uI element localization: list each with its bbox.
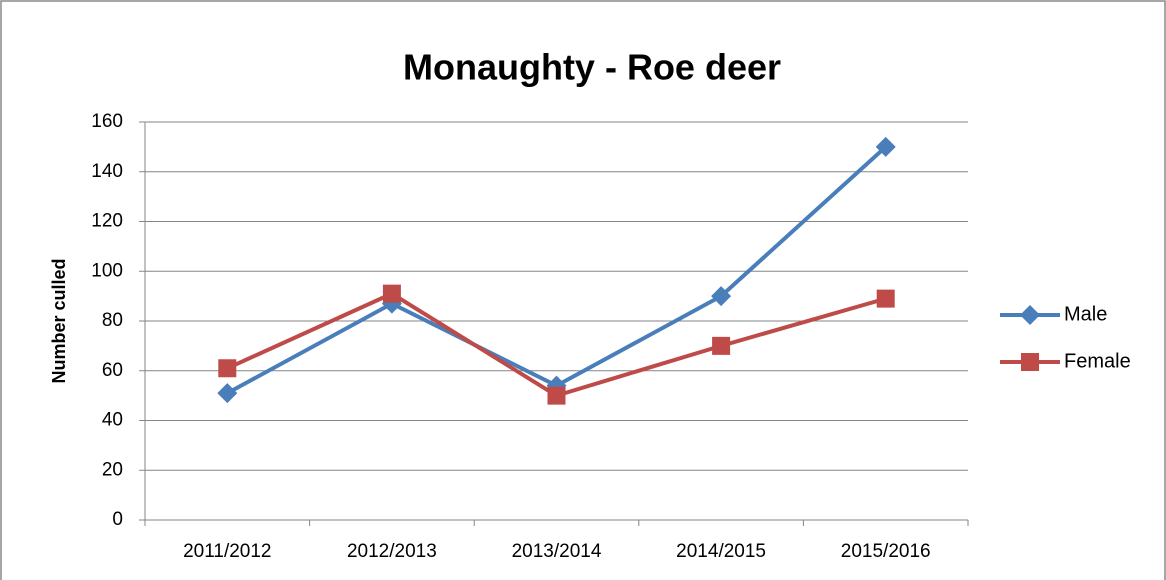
x-tick-label: 2011/2012 xyxy=(183,541,271,562)
x-tick-label: 2012/2013 xyxy=(347,541,437,562)
data-point xyxy=(218,359,237,378)
y-tick-label: 120 xyxy=(91,211,123,232)
data-point xyxy=(711,286,732,307)
chart-title: Monaughty - Roe deer xyxy=(403,47,781,88)
legend-marker xyxy=(1021,353,1039,371)
x-tick-label: 2015/2016 xyxy=(841,541,931,562)
data-point xyxy=(217,383,238,404)
data-point xyxy=(875,136,896,157)
x-tick-label: 2013/2014 xyxy=(512,541,602,562)
y-tick-label: 60 xyxy=(102,360,123,381)
data-point xyxy=(876,289,895,308)
series-line xyxy=(226,145,888,395)
x-tick-label: 2014/2015 xyxy=(676,541,766,562)
y-tick-label: 140 xyxy=(91,161,123,182)
data-point xyxy=(547,386,566,405)
y-tick-label: 160 xyxy=(91,111,123,132)
legend-marker xyxy=(1020,305,1040,325)
y-tick-label: 20 xyxy=(102,459,123,480)
data-point xyxy=(712,336,731,355)
data-point xyxy=(382,284,401,303)
y-tick-label: 80 xyxy=(102,310,123,331)
y-tick-label: 100 xyxy=(91,260,123,281)
y-axis-label: Number culled xyxy=(49,258,69,383)
y-tick-label: 40 xyxy=(102,410,123,431)
legend-label: Male xyxy=(1064,303,1107,325)
y-tick-label: 0 xyxy=(112,509,123,530)
legend-label: Female xyxy=(1064,350,1131,372)
